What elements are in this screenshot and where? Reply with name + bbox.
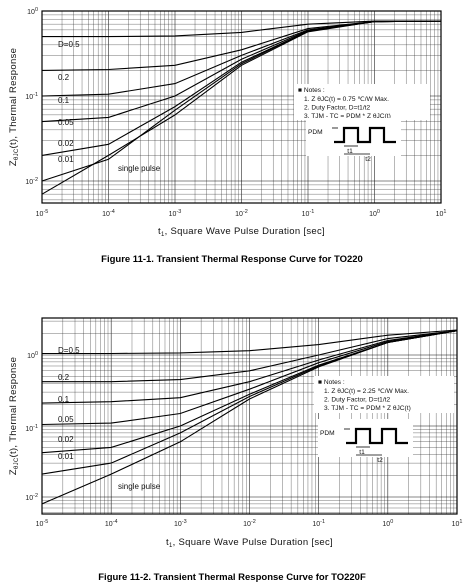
chart-to220f: 10-5 10-4 10-3 10-2 10-1 100 101 10-2 10-1 100 D=0…: [8, 317, 463, 583]
pdm-label: PDM: [308, 129, 323, 136]
notes-line: 3. TJM - TC = PDM * Z θJC(t): [304, 113, 391, 120]
series-label: 0.05: [58, 415, 74, 424]
x-tick-label: 10-3: [174, 519, 187, 528]
t2-label: t2: [365, 156, 371, 163]
x-tick-label: 10-5: [36, 209, 49, 218]
series-label: 0.1: [58, 395, 70, 404]
grid: [41, 318, 457, 514]
notes-line: 1. Z θJC(t) = 0.75 ℃/W Max.: [304, 96, 389, 103]
t2-label: t2: [377, 457, 383, 464]
y-axis-label: ZθJC(t), Thermal Response: [8, 357, 20, 475]
series-line: [42, 330, 458, 383]
series-label-single-pulse: single pulse: [118, 482, 161, 491]
x-tick-label: 101: [436, 209, 447, 218]
x-tick-label: 101: [452, 519, 463, 528]
notes-line: 2. Duty Factor, D=t1/t2: [324, 397, 390, 404]
t1-label: t1: [347, 148, 353, 155]
plot-frame: [41, 10, 442, 204]
y-tick-label: 10-1: [25, 424, 38, 433]
x-tick-label: 10-2: [243, 519, 256, 528]
x-tick-label: 10-3: [169, 209, 182, 218]
pulse-diagram: PDM t1 t2: [306, 118, 401, 163]
figure-caption: Figure 11-1. Transient Thermal Response …: [101, 254, 363, 265]
grid: [41, 10, 441, 203]
y-tick-label: 10-1: [25, 92, 38, 101]
pulse-diagram: PDM t1 t2: [318, 419, 413, 464]
x-axis-label: t1, Square Wave Pulse Duration [sec]: [166, 537, 333, 549]
x-tick-label: 100: [382, 519, 393, 528]
series-label: 0.02: [58, 435, 74, 444]
notes-line: 3. TJM - TC = PDM * Z θJC(t): [324, 405, 411, 412]
notes-box: [294, 84, 430, 120]
pulse-waveform: [346, 427, 408, 445]
series-label: 0.2: [58, 373, 70, 382]
pulse-background: [318, 419, 413, 457]
notes-heading: ■ Notes :: [318, 379, 345, 386]
series-line: [42, 329, 458, 355]
series-label: 0.05: [58, 118, 74, 127]
series-label: D=0.5: [58, 40, 80, 49]
t1-label: t1: [359, 449, 365, 456]
series-line: [41, 330, 458, 426]
x-tick-label: 10-4: [102, 209, 115, 218]
chart-to220: 10-5 10-4 10-3 10-2 10-1 100 101 10-2 10-1 100 D=0…: [8, 7, 446, 265]
series-label: 0.1: [58, 96, 70, 105]
y-tick-label: 100: [27, 7, 38, 16]
pulse-waveform: [334, 126, 396, 144]
series-label: 0.2: [58, 73, 70, 82]
x-tick-label: 10-1: [312, 519, 325, 528]
series-label: 0.01: [58, 155, 74, 164]
x-axis-label: t1, Square Wave Pulse Duration [sec]: [158, 226, 325, 238]
y-tick-label: 10-2: [25, 493, 38, 502]
y-tick-label: 100: [27, 351, 38, 360]
y-tick-label: 10-2: [25, 177, 38, 186]
x-tick-label: 10-5: [36, 519, 49, 528]
y-axis-label: ZθJC(t), Thermal Response: [8, 48, 20, 166]
series-line: [41, 20, 442, 195]
plot-frame: [41, 317, 458, 515]
pulse-background: [306, 118, 401, 156]
series-label: 0.02: [58, 139, 74, 148]
x-tick-label: 100: [369, 209, 380, 218]
notes-line: 2. Duty Factor, D=t1/t2: [304, 105, 370, 112]
series-label: 0.01: [58, 452, 74, 461]
series-line: [41, 330, 458, 505]
x-tick-label: 10-2: [235, 209, 248, 218]
series-line: [41, 330, 458, 404]
series-label-single-pulse: single pulse: [118, 164, 161, 173]
pdm-label: PDM: [320, 430, 335, 437]
series-label: D=0.5: [58, 346, 80, 355]
figure-caption: Figure 11-2. Transient Thermal Response …: [98, 572, 366, 583]
notes-box: [314, 376, 454, 413]
notes-line: 1. Z θJC(t) = 2.25 ℃/W Max.: [324, 388, 409, 395]
x-tick-label: 10-1: [302, 209, 315, 218]
notes-heading: ■ Notes :: [298, 87, 325, 94]
x-tick-label: 10-4: [105, 519, 118, 528]
